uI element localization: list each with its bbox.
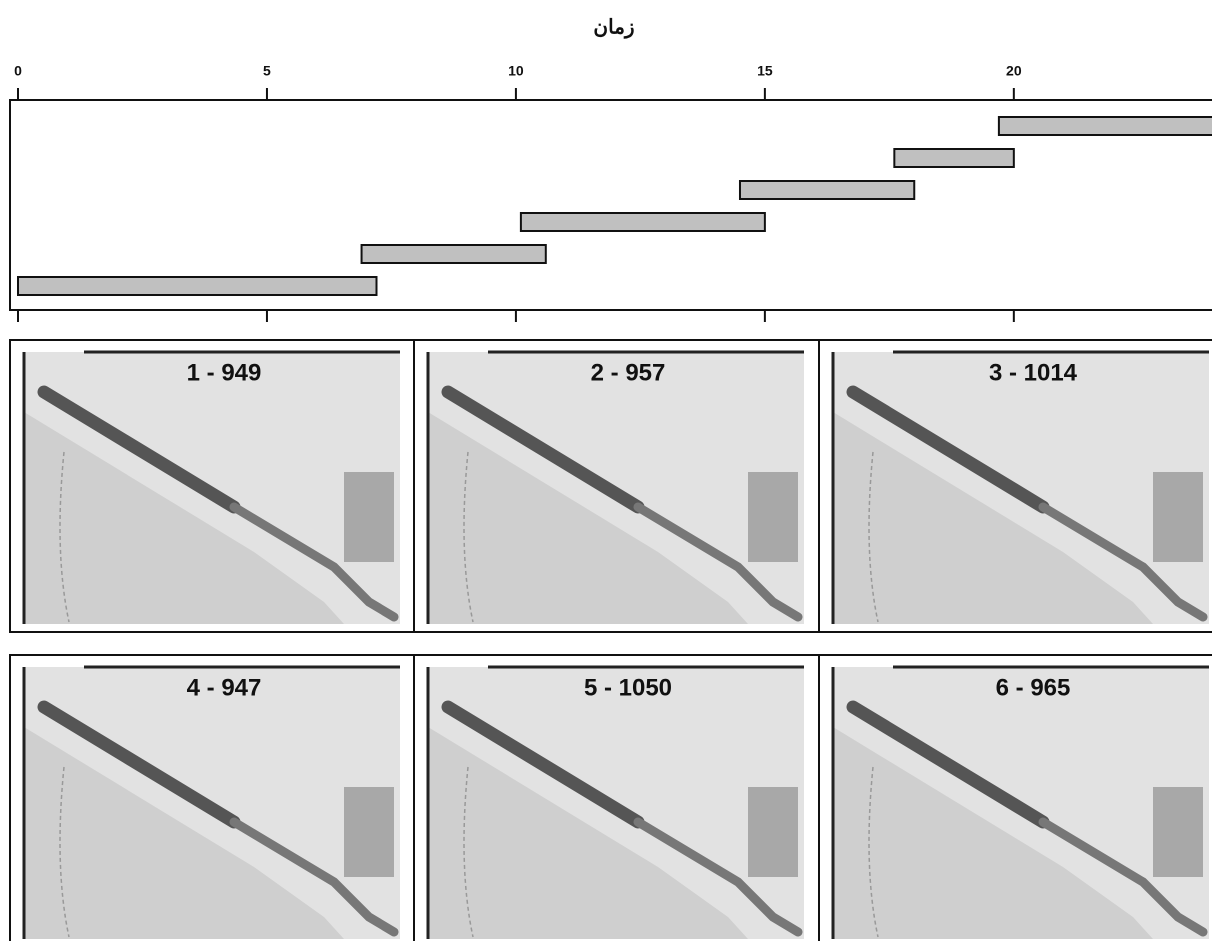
x-tick-label: 10: [508, 63, 524, 79]
river: [846, 385, 1050, 514]
x-tick-label: 0: [14, 63, 22, 79]
river: [37, 385, 241, 514]
x-tick-label: 20: [1006, 63, 1022, 79]
map-panel: 1 - 949: [9, 339, 416, 633]
river: [441, 385, 645, 514]
axis-title: زمان: [593, 16, 634, 39]
river: [229, 502, 399, 622]
river: [441, 700, 645, 829]
river: [37, 700, 241, 829]
road: [868, 451, 879, 623]
river: [633, 502, 803, 622]
panel-label: 2 - 957: [591, 359, 666, 386]
river: [633, 817, 803, 937]
mountain-area: [344, 787, 394, 877]
plain-area: [428, 412, 748, 624]
map-panel: 4 - 947: [9, 654, 416, 941]
plain-area: [833, 727, 1153, 939]
mountain-area: [748, 787, 798, 877]
panel-label: 4 - 947: [187, 674, 262, 701]
map-panel: 6 - 965: [818, 654, 1212, 941]
road: [59, 766, 70, 938]
road: [59, 451, 70, 623]
river: [229, 817, 399, 937]
road: [463, 451, 474, 623]
panel-label: 3 - 1014: [989, 359, 1078, 386]
map-panel: 3 - 1014: [818, 339, 1212, 633]
x-tick-label: 5: [263, 63, 271, 79]
plain-area: [428, 727, 748, 939]
plain-area: [24, 412, 344, 624]
bar: [893, 148, 1015, 168]
x-tick-label: 15: [757, 63, 773, 79]
road: [463, 766, 474, 938]
bar: [997, 116, 1212, 136]
river: [1038, 817, 1208, 937]
bar: [738, 180, 916, 200]
map-panel: 2 - 957: [413, 339, 820, 633]
mountain-area: [344, 472, 394, 562]
map-panel: 5 - 1050: [413, 654, 820, 941]
road: [868, 766, 879, 938]
plain-area: [833, 412, 1153, 624]
bar: [519, 212, 766, 232]
bar: [360, 244, 547, 264]
river: [1038, 502, 1208, 622]
plain-area: [24, 727, 344, 939]
mountain-area: [1153, 472, 1203, 562]
mountain-area: [748, 472, 798, 562]
panel-label: 5 - 1050: [584, 674, 672, 701]
panel-label: 6 - 965: [996, 674, 1071, 701]
panel-label: 1 - 949: [187, 359, 262, 386]
river: [846, 700, 1050, 829]
mountain-area: [1153, 787, 1203, 877]
bar: [17, 276, 378, 296]
